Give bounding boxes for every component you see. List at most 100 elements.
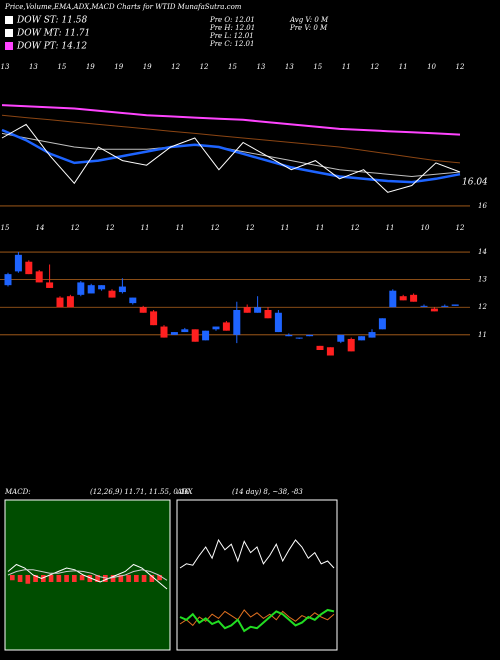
- date-label: 12: [106, 224, 115, 232]
- candle-body: [399, 296, 407, 301]
- candle-body: [306, 334, 314, 337]
- candle-body: [274, 312, 282, 333]
- date-label: 11: [316, 224, 325, 232]
- legend-label: DOW PT: 14.12: [16, 42, 87, 52]
- y-tick-label: 12: [478, 303, 487, 311]
- date-label: 15: [57, 63, 66, 71]
- candle-body: [129, 297, 137, 304]
- histogram-bar: [17, 575, 23, 582]
- date-label: 11: [399, 63, 408, 71]
- histogram-bar: [72, 575, 77, 582]
- stat: Pre C: 12.01: [209, 40, 254, 48]
- series-line: [7, 563, 168, 590]
- candle-body: [77, 282, 85, 295]
- date-label: 13: [1, 63, 10, 71]
- legend-label: DOW MT: 11.71: [16, 29, 90, 39]
- date-label: 19: [143, 63, 152, 71]
- stat: Pre L: 12.01: [209, 32, 254, 40]
- stat: Avg V: 0 M: [289, 16, 329, 24]
- legend-swatch: [5, 42, 13, 50]
- series-line: [7, 569, 168, 581]
- histogram-bar: [25, 575, 31, 584]
- candle-body: [368, 332, 376, 338]
- histogram-bar: [64, 575, 69, 582]
- histogram-bar: [134, 575, 139, 582]
- candle-body: [243, 307, 251, 313]
- histogram-bar: [157, 575, 162, 581]
- candle-body: [233, 310, 241, 335]
- candle-body: [295, 337, 303, 339]
- histogram-bar: [56, 575, 62, 582]
- candle-body: [264, 310, 272, 319]
- date-label: 12: [211, 224, 220, 232]
- candle-body: [202, 330, 210, 341]
- candle-body: [316, 345, 324, 350]
- series-line: [179, 609, 335, 627]
- histogram-bar: [126, 575, 131, 582]
- series-line: [1, 104, 461, 136]
- candle-body: [87, 285, 95, 294]
- series-line: [1, 132, 461, 178]
- y-tick-label: 13: [478, 276, 487, 284]
- panel-label: MACD:: [4, 488, 31, 496]
- panel-label: ADX: [176, 488, 194, 496]
- series-line: [1, 128, 461, 184]
- date-label: 12: [171, 63, 180, 71]
- legend-swatch: [5, 29, 13, 37]
- candle-body: [358, 336, 366, 341]
- candle-body: [108, 290, 116, 298]
- candle-body: [420, 305, 428, 307]
- last-value: 16.04: [462, 178, 488, 188]
- candle-body: [285, 334, 293, 337]
- histogram-bar: [87, 575, 93, 582]
- candle-body: [118, 286, 126, 293]
- candle-body: [139, 307, 147, 313]
- date-label: 13: [256, 63, 265, 71]
- histogram-bar: [48, 575, 54, 582]
- panel-box: [176, 499, 338, 651]
- legend-swatch: [5, 16, 13, 24]
- candle-body: [46, 282, 54, 288]
- date-label: 13: [29, 63, 38, 71]
- date-label: 12: [370, 63, 379, 71]
- histogram-bar: [41, 575, 46, 582]
- histogram-bar: [79, 575, 85, 581]
- date-label: 12: [456, 224, 465, 232]
- date-label: 12: [200, 63, 209, 71]
- y-tick-label: 14: [478, 248, 487, 256]
- date-label: 15: [228, 63, 237, 71]
- candle-body: [14, 254, 22, 272]
- candle-body: [389, 290, 397, 308]
- candle-body: [441, 305, 449, 307]
- stat: Pre V: 0 M: [289, 24, 328, 32]
- date-label: 12: [71, 224, 80, 232]
- date-label: 14: [36, 224, 45, 232]
- histogram-bar: [141, 575, 147, 582]
- date-label: 13: [285, 63, 294, 71]
- date-label: 19: [86, 63, 95, 71]
- series-line: [1, 114, 461, 164]
- title: Price,Volume,EMA,ADX,MACD Charts for WTI…: [4, 3, 242, 11]
- candle-body: [150, 311, 158, 326]
- candle-body: [326, 347, 334, 356]
- candle-body: [222, 322, 230, 331]
- date-label: 15: [1, 224, 10, 232]
- candle-body: [254, 307, 262, 313]
- date-label: 19: [114, 63, 123, 71]
- date-label: 11: [281, 224, 290, 232]
- candle-body: [56, 297, 64, 308]
- candle-body: [378, 318, 386, 330]
- candle-body: [25, 261, 33, 275]
- date-label: 11: [342, 63, 351, 71]
- candle-body: [4, 274, 12, 286]
- candle-body: [410, 294, 418, 302]
- histogram-bar: [110, 575, 116, 582]
- histogram-bar: [103, 575, 108, 582]
- histogram-bar: [10, 575, 15, 581]
- y-tick-label: 11: [478, 331, 487, 339]
- candle-body: [430, 308, 438, 312]
- histogram-bar: [118, 575, 124, 582]
- stat: Pre O: 12.01: [209, 16, 255, 24]
- candle-body: [212, 326, 220, 330]
